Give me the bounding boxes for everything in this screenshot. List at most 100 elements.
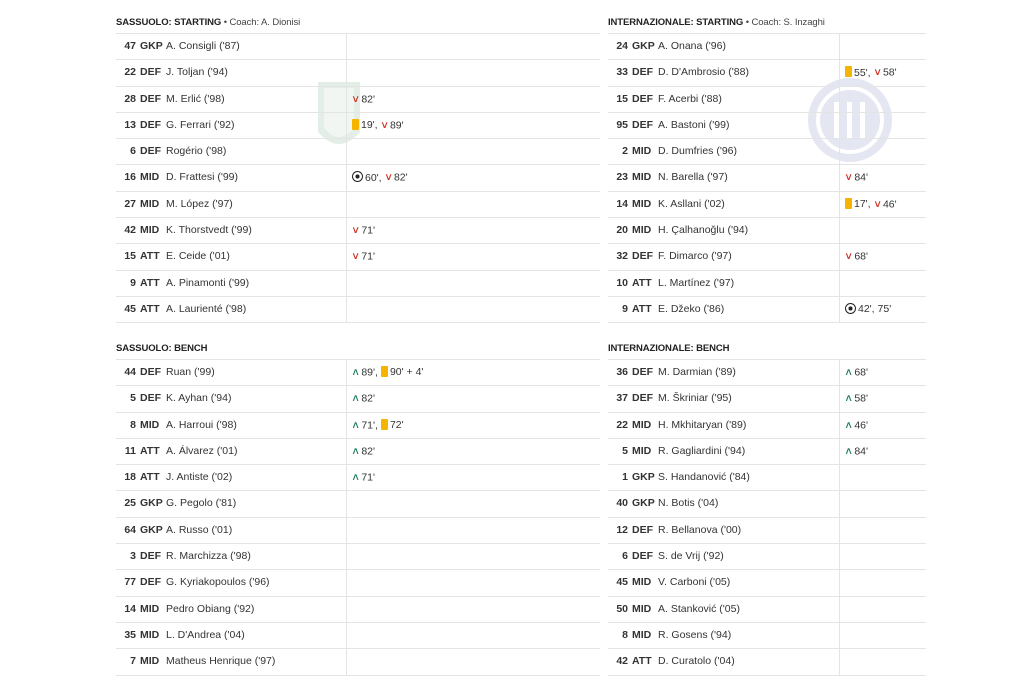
- player-name[interactable]: D. Frattesi ('99): [166, 171, 239, 184]
- player-row[interactable]: 8 MID R. Gosens ('94): [608, 622, 926, 650]
- player-row[interactable]: 20 MID H. Çalhanoğlu ('94): [608, 218, 926, 245]
- player-row[interactable]: 6 DEF Rogério ('98): [116, 139, 600, 166]
- player-row[interactable]: 9 ATT A. Pinamonti ('99): [116, 270, 600, 297]
- player-name[interactable]: A. Laurienté ('98): [166, 302, 247, 315]
- player-row[interactable]: 5 DEF K. Ayhan ('94) ∧82': [116, 386, 600, 413]
- position-label: GKP: [632, 40, 655, 52]
- player-row[interactable]: 47 GKP A. Consigli ('87): [116, 34, 600, 61]
- player-name[interactable]: G. Kyriakopoulos ('96): [166, 576, 270, 589]
- player-row[interactable]: 42 ATT D. Curatolo ('04): [608, 649, 926, 676]
- player-row[interactable]: 35 MID L. D'Andrea ('04): [116, 622, 600, 650]
- player-row[interactable]: 25 GKP G. Pegolo ('81): [116, 491, 600, 518]
- player-row[interactable]: 14 MID K. Asllani ('02) 17', ∨46': [608, 191, 926, 219]
- player-row[interactable]: 16 MID D. Frattesi ('99) 60', ∨82': [116, 165, 600, 192]
- player-row[interactable]: 45 MID V. Carboni ('05): [608, 570, 926, 597]
- player-row[interactable]: 64 GKP A. Russo ('01): [116, 517, 600, 545]
- sub-off-icon: ∨: [351, 251, 361, 263]
- player-row[interactable]: 14 MID Pedro Obiang ('92): [116, 596, 600, 623]
- player-row[interactable]: 15 ATT E. Ceide ('01) ∨71': [116, 244, 600, 271]
- player-row[interactable]: 42 MID K. Thorstvedt ('99) ∨71': [116, 218, 600, 245]
- player-name[interactable]: A. Harroui ('98): [166, 418, 237, 431]
- player-name[interactable]: R. Marchizza ('98): [166, 550, 251, 563]
- player-row[interactable]: 95 DEF A. Bastoni ('99): [608, 112, 926, 140]
- player-row[interactable]: 1 GKP S. Handanović ('84): [608, 465, 926, 492]
- player-name[interactable]: K. Asllani ('02): [658, 197, 725, 210]
- player-row[interactable]: 2 MID D. Dumfries ('96): [608, 139, 926, 166]
- player-name[interactable]: G. Pegolo ('81): [166, 497, 237, 510]
- player-row[interactable]: 8 MID A. Harroui ('98) ∧71', 72': [116, 412, 600, 439]
- player-name[interactable]: K. Ayhan ('94): [166, 392, 232, 405]
- position-label: DEF: [140, 66, 161, 79]
- player-name[interactable]: H. Mkhitaryan ('89): [658, 418, 747, 431]
- player-name[interactable]: A. Russo ('01): [166, 523, 233, 536]
- player-name[interactable]: G. Ferrari ('92): [166, 118, 235, 131]
- match-events: ∨71': [351, 218, 378, 243]
- event-minute: 68': [854, 250, 869, 263]
- player-name[interactable]: A. Stanković ('05): [658, 602, 740, 615]
- player-name[interactable]: Rogério ('98): [166, 145, 227, 158]
- player-name[interactable]: A. Onana ('96): [658, 40, 726, 52]
- player-name[interactable]: Matheus Henrique ('97): [166, 655, 276, 668]
- player-name[interactable]: Pedro Obiang ('92): [166, 602, 255, 615]
- player-row[interactable]: 36 DEF M. Darmian ('89) ∧68': [608, 360, 926, 387]
- player-name[interactable]: E. Džeko ('86): [658, 302, 725, 315]
- player-row[interactable]: 50 MID A. Stanković ('05): [608, 596, 926, 623]
- player-name[interactable]: A. Consigli ('87): [166, 40, 240, 52]
- player-row[interactable]: 12 DEF R. Bellanova ('00): [608, 517, 926, 545]
- player-row[interactable]: 45 ATT A. Laurienté ('98): [116, 296, 600, 324]
- player-name[interactable]: M. Darmian ('89): [658, 366, 736, 378]
- player-row[interactable]: 77 DEF G. Kyriakopoulos ('96): [116, 570, 600, 597]
- player-name[interactable]: A. Pinamonti ('99): [166, 276, 250, 289]
- player-row[interactable]: 24 GKP A. Onana ('96): [608, 34, 926, 61]
- player-name[interactable]: D. Dumfries ('96): [658, 145, 738, 158]
- player-name[interactable]: F. Dimarco ('97): [658, 250, 732, 263]
- player-name[interactable]: J. Antiste ('02): [166, 471, 233, 484]
- player-name[interactable]: D. Curatolo ('04): [658, 655, 735, 668]
- player-name[interactable]: S. de Vrij ('92): [658, 550, 724, 563]
- player-name[interactable]: E. Ceide ('01): [166, 250, 230, 263]
- player-row[interactable]: 9 ATT E. Džeko ('86) 42', 75': [608, 296, 926, 324]
- player-row[interactable]: 7 MID Matheus Henrique ('97): [116, 649, 600, 676]
- player-name[interactable]: M. Škriniar ('95): [658, 392, 732, 405]
- player-row[interactable]: 13 DEF G. Ferrari ('92) 19', ∨89': [116, 112, 600, 140]
- player-name[interactable]: R. Gagliardini ('94): [658, 444, 746, 457]
- player-name[interactable]: J. Toljan ('94): [166, 66, 228, 79]
- player-name[interactable]: M. Erlić ('98): [166, 92, 225, 105]
- player-name[interactable]: Ruan ('99): [166, 366, 215, 378]
- player-row[interactable]: 33 DEF D. D'Ambrosio ('88) 55', ∨58': [608, 60, 926, 87]
- player-row[interactable]: 28 DEF M. Erlić ('98) ∨82': [116, 86, 600, 113]
- player-row[interactable]: 11 ATT A. Álvarez ('01) ∧82': [116, 438, 600, 466]
- player-row[interactable]: 22 DEF J. Toljan ('94): [116, 60, 600, 87]
- player-name[interactable]: A. Álvarez ('01): [166, 444, 238, 457]
- player-name[interactable]: V. Carboni ('05): [658, 576, 731, 589]
- player-row[interactable]: 23 MID N. Barella ('97) ∨84': [608, 165, 926, 192]
- player-row[interactable]: 15 DEF F. Acerbi ('88): [608, 86, 926, 113]
- player-row[interactable]: 22 MID H. Mkhitaryan ('89) ∧46': [608, 412, 926, 439]
- player-name[interactable]: L. D'Andrea ('04): [166, 628, 245, 641]
- player-name[interactable]: S. Handanović ('84): [658, 471, 750, 484]
- player-name[interactable]: H. Çalhanoğlu ('94): [658, 224, 749, 237]
- player-row[interactable]: 10 ATT L. Martínez ('97): [608, 270, 926, 297]
- player-row[interactable]: 6 DEF S. de Vrij ('92): [608, 544, 926, 571]
- player-row[interactable]: 27 MID M. López ('97): [116, 191, 600, 219]
- player-name[interactable]: N. Barella ('97): [658, 171, 728, 184]
- match-events: 19', ∨89': [352, 113, 407, 138]
- player-name[interactable]: R. Gosens ('94): [658, 628, 732, 641]
- player-name[interactable]: K. Thorstvedt ('99): [166, 224, 252, 237]
- player-row[interactable]: 44 DEF Ruan ('99) ∧89', 90' + 4': [116, 360, 600, 387]
- player-row[interactable]: 37 DEF M. Škriniar ('95) ∧58': [608, 386, 926, 413]
- player-name[interactable]: L. Martínez ('97): [658, 276, 735, 289]
- player-name[interactable]: A. Bastoni ('99): [658, 118, 730, 131]
- goal-icon: [845, 302, 856, 314]
- player-name[interactable]: D. D'Ambrosio ('88): [658, 66, 749, 79]
- player-row[interactable]: 32 DEF F. Dimarco ('97) ∨68': [608, 244, 926, 271]
- player-row[interactable]: 5 MID R. Gagliardini ('94) ∧84': [608, 438, 926, 466]
- player-name[interactable]: N. Botis ('04): [658, 497, 719, 510]
- shirt-number: 95: [616, 118, 628, 131]
- player-name[interactable]: M. López ('97): [166, 197, 233, 210]
- player-name[interactable]: F. Acerbi ('88): [658, 92, 722, 105]
- player-row[interactable]: 18 ATT J. Antiste ('02) ∧71': [116, 465, 600, 492]
- player-row[interactable]: 3 DEF R. Marchizza ('98): [116, 544, 600, 571]
- player-name[interactable]: R. Bellanova ('00): [658, 523, 742, 536]
- player-row[interactable]: 40 GKP N. Botis ('04): [608, 491, 926, 518]
